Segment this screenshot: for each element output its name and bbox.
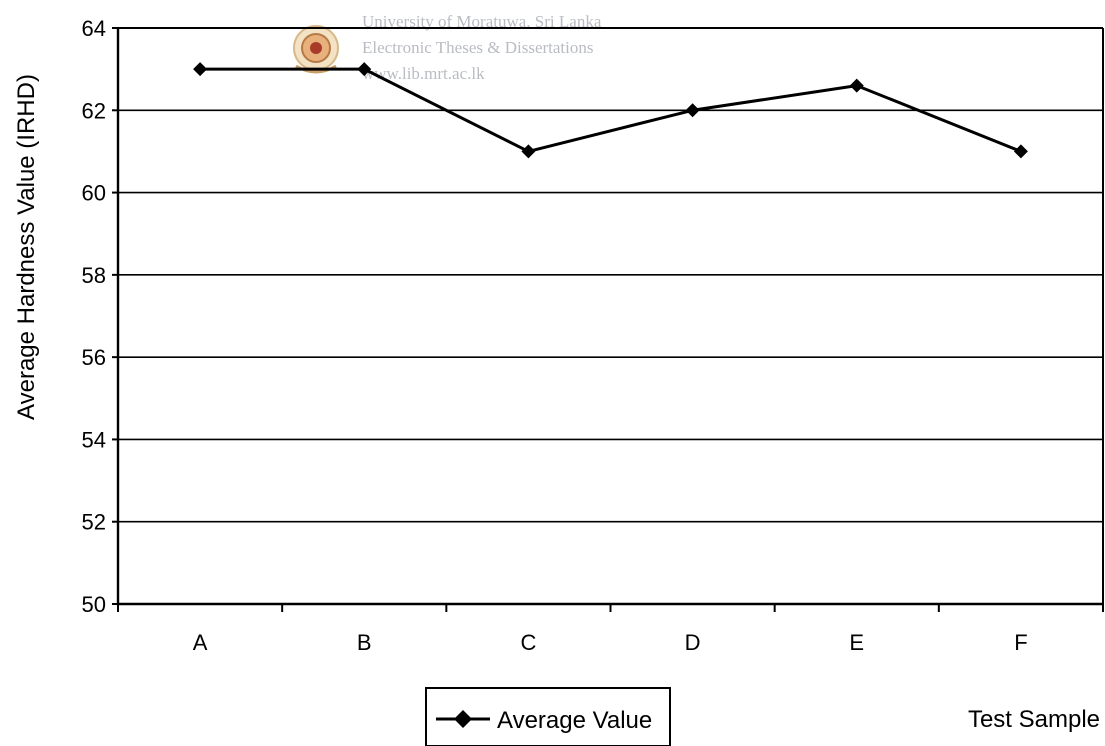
y-tick-label: 54 bbox=[82, 427, 106, 452]
y-tick-label: 52 bbox=[82, 510, 106, 535]
y-tick-label: 50 bbox=[82, 592, 106, 617]
axes bbox=[116, 27, 1104, 606]
y-axis-title: Average Hardness Value (IRHD) bbox=[13, 74, 40, 420]
series-line bbox=[200, 67, 1022, 153]
data-point bbox=[357, 62, 372, 77]
watermark-line-3: www.lib.mrt.ac.lk bbox=[362, 64, 485, 83]
x-tick-label: D bbox=[685, 630, 701, 655]
legend-diamond-marker bbox=[454, 710, 472, 728]
data-point bbox=[521, 144, 536, 159]
legend-label: Average Value bbox=[497, 707, 652, 734]
y-axis-ticks: 50 52 54 56 58 60 62 64 bbox=[82, 16, 118, 617]
watermark: University of Moratuwa, Sri Lanka Electr… bbox=[293, 12, 602, 83]
y-tick-label: 62 bbox=[82, 98, 106, 123]
x-tick-label: B bbox=[357, 630, 372, 655]
y-tick-label: 64 bbox=[82, 16, 106, 41]
x-tick-label: C bbox=[520, 630, 536, 655]
x-axis-title: Test Sample bbox=[968, 706, 1100, 733]
y-tick-label: 56 bbox=[82, 345, 106, 370]
x-tick-label: E bbox=[849, 630, 864, 655]
legend: Average Value bbox=[425, 687, 671, 746]
university-seal-icon bbox=[293, 25, 339, 74]
data-point bbox=[193, 62, 208, 77]
x-axis-ticks: A B C D E F bbox=[117, 604, 1104, 655]
data-point bbox=[685, 103, 700, 118]
y-tick-label: 58 bbox=[82, 263, 106, 288]
watermark-line-1: University of Moratuwa, Sri Lanka bbox=[362, 12, 602, 31]
data-point bbox=[1013, 144, 1028, 159]
gridlines bbox=[118, 27, 1103, 523]
watermark-line-2: Electronic Theses & Dissertations bbox=[362, 38, 594, 57]
series-layer bbox=[193, 62, 1028, 159]
x-tick-label: A bbox=[193, 630, 208, 655]
y-tick-label: 60 bbox=[82, 181, 106, 206]
x-tick-label: F bbox=[1014, 630, 1027, 655]
data-point bbox=[849, 78, 864, 93]
